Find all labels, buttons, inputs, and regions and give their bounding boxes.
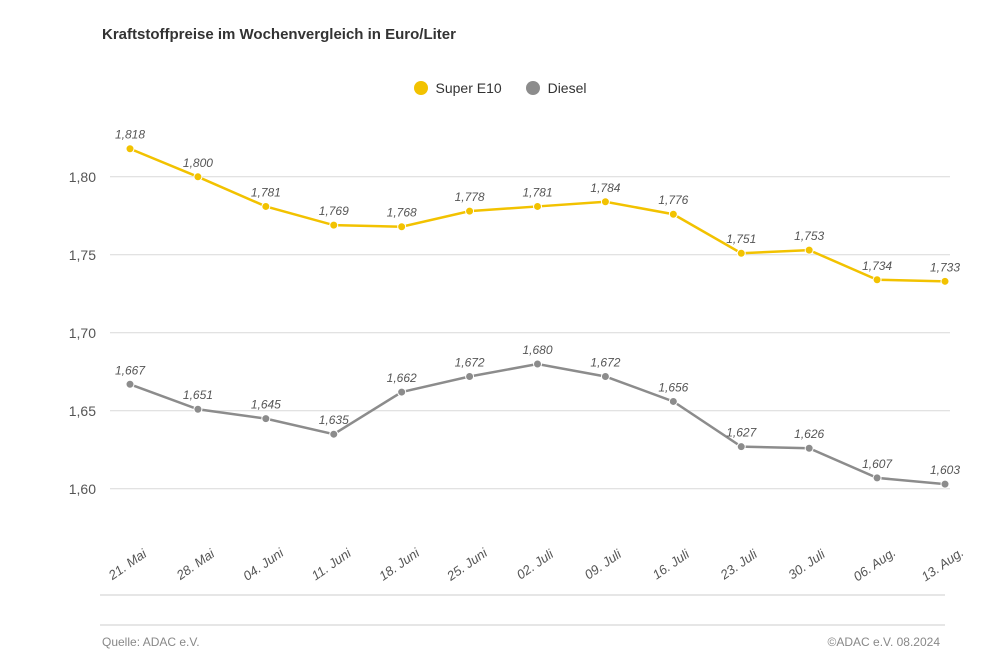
y-tick-label: 1,60 bbox=[69, 481, 96, 497]
series-marker-diesel bbox=[873, 474, 881, 482]
series-marker-super_e10 bbox=[805, 246, 813, 254]
series-marker-diesel bbox=[737, 443, 745, 451]
series-marker-super_e10 bbox=[330, 221, 338, 229]
data-label-super_e10: 1,734 bbox=[862, 259, 892, 273]
data-label-diesel: 1,651 bbox=[183, 388, 213, 402]
copyright-label: ©ADAC e.V. 08.2024 bbox=[828, 635, 940, 649]
series-marker-diesel bbox=[466, 372, 474, 380]
series-marker-super_e10 bbox=[601, 198, 609, 206]
series-marker-super_e10 bbox=[262, 202, 270, 210]
data-label-diesel: 1,627 bbox=[726, 426, 757, 440]
x-tick-label: 28. Mai bbox=[173, 545, 218, 583]
data-label-diesel: 1,680 bbox=[522, 343, 552, 357]
chart-container: Kraftstoffpreise im Wochenvergleich in E… bbox=[0, 0, 1000, 667]
series-marker-super_e10 bbox=[669, 210, 677, 218]
data-label-diesel: 1,672 bbox=[455, 355, 485, 369]
series-marker-super_e10 bbox=[466, 207, 474, 215]
y-tick-label: 1,70 bbox=[69, 325, 96, 341]
x-tick-label: 06. Aug. bbox=[851, 544, 899, 584]
x-tick-label: 30. Juli bbox=[785, 546, 828, 583]
x-tick-label: 13. Aug. bbox=[918, 544, 966, 584]
series-line-super_e10 bbox=[130, 149, 945, 282]
series-marker-super_e10 bbox=[941, 277, 949, 285]
x-tick-label: 04. Juni bbox=[240, 544, 287, 583]
series-marker-super_e10 bbox=[873, 276, 881, 284]
source-label: Quelle: ADAC e.V. bbox=[102, 635, 200, 649]
series-marker-diesel bbox=[941, 480, 949, 488]
x-tick-label: 23. Juli bbox=[717, 546, 761, 583]
series-marker-diesel bbox=[669, 397, 677, 405]
data-label-super_e10: 1,751 bbox=[726, 232, 756, 246]
data-label-diesel: 1,603 bbox=[930, 463, 960, 477]
x-tick-label: 11. Juni bbox=[309, 545, 355, 583]
data-label-super_e10: 1,778 bbox=[455, 190, 485, 204]
data-label-diesel: 1,645 bbox=[251, 398, 281, 412]
data-label-diesel: 1,662 bbox=[387, 371, 417, 385]
data-label-diesel: 1,672 bbox=[590, 355, 620, 369]
y-tick-label: 1,75 bbox=[69, 247, 96, 263]
x-tick-label: 02. Juli bbox=[514, 546, 557, 583]
series-marker-diesel bbox=[262, 415, 270, 423]
data-label-super_e10: 1,818 bbox=[115, 128, 145, 142]
data-label-diesel: 1,607 bbox=[862, 457, 893, 471]
series-marker-diesel bbox=[330, 430, 338, 438]
series-marker-diesel bbox=[805, 444, 813, 452]
y-tick-label: 1,80 bbox=[69, 169, 96, 185]
series-marker-diesel bbox=[126, 380, 134, 388]
data-label-super_e10: 1,733 bbox=[930, 260, 960, 274]
data-label-diesel: 1,626 bbox=[794, 427, 824, 441]
data-label-super_e10: 1,784 bbox=[590, 181, 620, 195]
series-marker-super_e10 bbox=[737, 249, 745, 257]
series-marker-super_e10 bbox=[398, 223, 406, 231]
series-marker-super_e10 bbox=[126, 145, 134, 153]
x-tick-label: 18. Juni bbox=[376, 544, 423, 583]
y-tick-label: 1,65 bbox=[69, 403, 96, 419]
data-label-super_e10: 1,769 bbox=[319, 204, 349, 218]
series-marker-diesel bbox=[534, 360, 542, 368]
data-label-super_e10: 1,753 bbox=[794, 229, 824, 243]
x-tick-label: 16. Juli bbox=[650, 546, 693, 583]
series-marker-diesel bbox=[601, 372, 609, 380]
data-label-super_e10: 1,768 bbox=[387, 206, 417, 220]
series-marker-super_e10 bbox=[534, 202, 542, 210]
series-line-diesel bbox=[130, 364, 945, 484]
data-label-diesel: 1,667 bbox=[115, 363, 146, 377]
data-label-super_e10: 1,800 bbox=[183, 156, 213, 170]
data-label-super_e10: 1,781 bbox=[251, 185, 281, 199]
x-tick-label: 09. Juli bbox=[582, 546, 625, 583]
chart-svg: 1,60 1,65 1,70 1,75 1,80 21. Mai 28. Mai 04. Ju… bbox=[0, 0, 1000, 667]
x-tick-label: 25. Juni bbox=[443, 544, 491, 584]
data-label-super_e10: 1,776 bbox=[658, 193, 688, 207]
data-label-diesel: 1,635 bbox=[319, 413, 349, 427]
series-marker-diesel bbox=[194, 405, 202, 413]
data-label-super_e10: 1,781 bbox=[522, 185, 552, 199]
series-marker-diesel bbox=[398, 388, 406, 396]
data-label-diesel: 1,656 bbox=[658, 380, 688, 394]
series-marker-super_e10 bbox=[194, 173, 202, 181]
x-tick-label: 21. Mai bbox=[105, 545, 150, 583]
